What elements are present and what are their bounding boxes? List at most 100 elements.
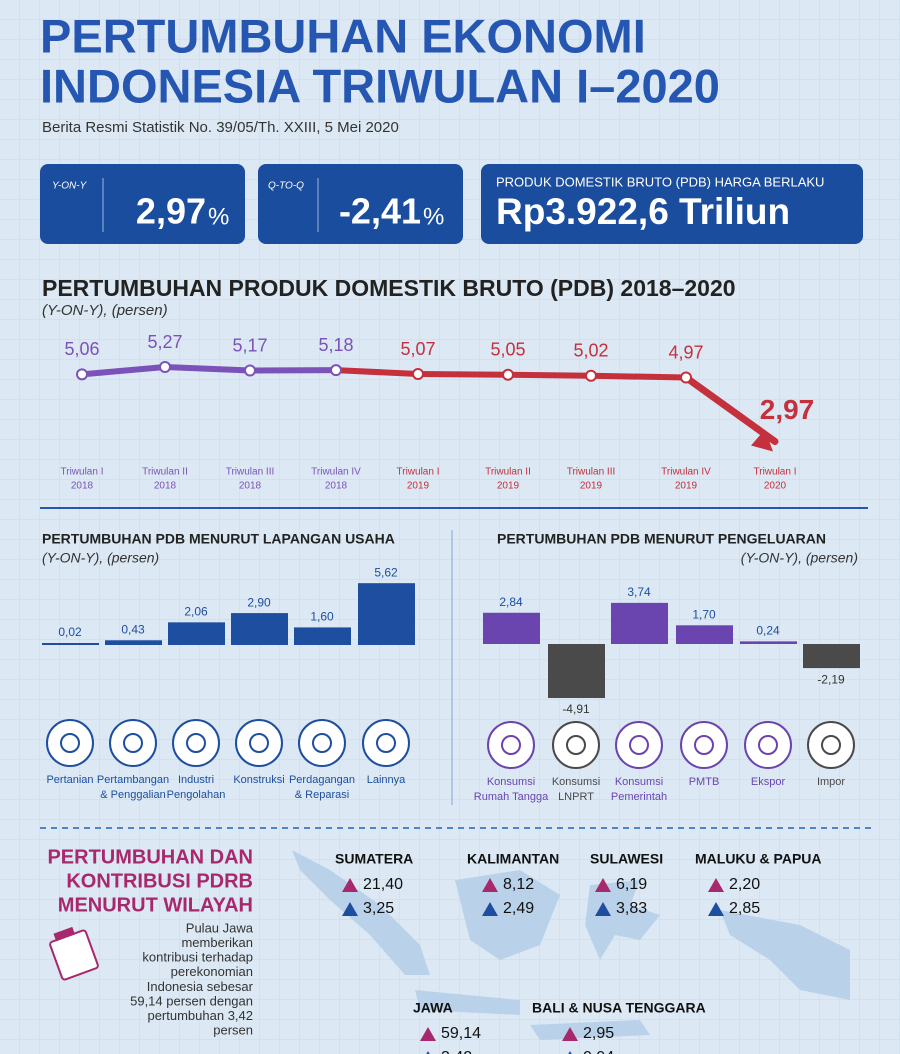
icon-inner bbox=[186, 733, 206, 753]
region-value: 59,14 bbox=[441, 1025, 481, 1042]
value-label: 5,18 bbox=[318, 335, 353, 355]
x-label: 2019 bbox=[497, 481, 520, 492]
triangle bbox=[708, 878, 724, 892]
card-value: 2,97 bbox=[136, 191, 206, 232]
icon bbox=[235, 719, 283, 767]
card-value: Rp3.922,6 Triliun bbox=[496, 191, 790, 232]
icon-inner bbox=[566, 735, 586, 755]
region-title: KONTRIBUSI PDRB bbox=[66, 870, 253, 892]
point bbox=[330, 364, 342, 377]
region-value: 2,49 bbox=[503, 900, 534, 917]
x-label: Triwulan IV bbox=[311, 467, 361, 478]
value-label: 5,62 bbox=[374, 565, 398, 579]
line-segment bbox=[162, 364, 253, 374]
bar bbox=[676, 625, 733, 644]
bar bbox=[294, 627, 351, 645]
x-label: Triwulan III bbox=[226, 467, 275, 478]
triangle bbox=[482, 902, 498, 916]
region-title: PERTUMBUHAN DAN bbox=[47, 846, 253, 868]
note: pertumbuhan 3,42 bbox=[147, 1008, 253, 1023]
x-label: Triwulan II bbox=[485, 467, 531, 478]
bar bbox=[803, 644, 860, 669]
x-label: 2018 bbox=[325, 481, 348, 492]
category-label: Perdagangan bbox=[289, 774, 355, 786]
icon-inner bbox=[312, 733, 332, 753]
value-label: 5,02 bbox=[573, 341, 608, 361]
section-title: PERTUMBUHAN PDB MENURUT LAPANGAN USAHA bbox=[42, 531, 395, 547]
bar bbox=[105, 640, 162, 645]
triangle bbox=[482, 878, 498, 892]
point bbox=[159, 361, 171, 373]
region-value: 21,40 bbox=[363, 876, 403, 893]
bar bbox=[42, 643, 99, 645]
point bbox=[76, 368, 88, 381]
value-label: 5,06 bbox=[64, 339, 99, 359]
value-label: 5,27 bbox=[147, 332, 182, 352]
icon-inner bbox=[376, 733, 396, 753]
region-value: 6,19 bbox=[616, 876, 647, 893]
icon-inner bbox=[123, 733, 143, 753]
section-subtitle: (Y-ON-Y), (persen) bbox=[42, 550, 159, 566]
icon-inner bbox=[501, 735, 521, 755]
x-label: 2019 bbox=[580, 481, 603, 492]
x-label: 2018 bbox=[239, 481, 262, 492]
card bbox=[40, 164, 245, 244]
bar bbox=[231, 613, 288, 645]
x-label: 2018 bbox=[71, 481, 94, 492]
icon-inner bbox=[629, 735, 649, 755]
category-label: Konsumsi bbox=[552, 776, 600, 788]
icon bbox=[172, 719, 220, 767]
point bbox=[680, 371, 692, 384]
triangle bbox=[420, 1027, 436, 1041]
value-label: 5,05 bbox=[490, 339, 525, 359]
icon bbox=[298, 719, 346, 767]
triangle bbox=[426, 1051, 430, 1054]
region-name: SULAWESI bbox=[590, 851, 663, 867]
value-label: 5,17 bbox=[232, 335, 267, 355]
icon bbox=[552, 721, 600, 769]
clipboard-icon bbox=[49, 926, 99, 981]
section-title: PERTUMBUHAN PDB MENURUT PENGELUARAN bbox=[497, 531, 826, 547]
region-value: 2,85 bbox=[729, 900, 760, 917]
value-label: 0,24 bbox=[756, 624, 780, 638]
category-label: Industri bbox=[178, 774, 214, 786]
category-label: Pemerintah bbox=[611, 791, 667, 803]
icon bbox=[807, 721, 855, 769]
value-label: -4,91 bbox=[562, 702, 590, 716]
category-label: Konsumsi bbox=[615, 776, 663, 788]
region-name: KALIMANTAN bbox=[467, 851, 559, 867]
x-label: Triwulan IV bbox=[661, 467, 711, 478]
bar bbox=[611, 602, 668, 644]
card bbox=[258, 164, 463, 244]
icon bbox=[487, 721, 535, 769]
region-value: 0,94 bbox=[583, 1049, 614, 1054]
category-label: Rumah Tangga bbox=[474, 791, 549, 803]
region-value: 2,20 bbox=[729, 876, 760, 893]
region-value: 3,25 bbox=[363, 900, 394, 917]
x-label: Triwulan I bbox=[61, 467, 104, 478]
map bbox=[292, 850, 850, 1040]
icon bbox=[744, 721, 792, 769]
value-label: 0,02 bbox=[58, 625, 82, 639]
note: kontribusi terhadap bbox=[142, 950, 253, 965]
region-value: 3,42 bbox=[441, 1049, 472, 1054]
line-segment bbox=[333, 367, 421, 377]
x-label: 2019 bbox=[407, 481, 430, 492]
value-label: 1,70 bbox=[692, 607, 716, 621]
note: perekonomian bbox=[171, 964, 253, 979]
icon-inner bbox=[249, 733, 269, 753]
card-label: Y-ON-Y bbox=[52, 181, 88, 192]
section-subtitle: (Y-ON-Y), (persen) bbox=[42, 302, 168, 319]
triangle bbox=[562, 1027, 578, 1041]
triangle bbox=[568, 1051, 572, 1054]
line-segment bbox=[79, 364, 168, 378]
x-label: Triwulan I bbox=[754, 467, 797, 478]
title: PERTUMBUHAN EKONOMI bbox=[40, 9, 646, 62]
line-segment bbox=[682, 374, 779, 445]
line-segment bbox=[588, 372, 689, 381]
value-label: -2,19 bbox=[817, 672, 845, 686]
value-label: 5,07 bbox=[400, 339, 435, 359]
category-label: Impor bbox=[817, 776, 845, 788]
triangle bbox=[342, 902, 358, 916]
